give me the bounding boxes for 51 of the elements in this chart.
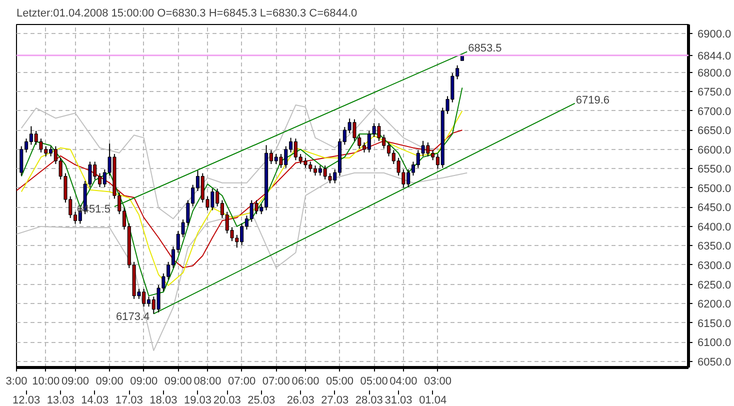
y-tick-label: 6450.0 [698, 202, 732, 214]
x-tick-label: 19.03 [184, 394, 212, 406]
x-tick-label: 09:00 [62, 376, 90, 388]
y-tick-label: 6900.0 [698, 28, 732, 41]
y-tick-label: 6100.0 [698, 337, 732, 350]
y-tick-label: 6250.0 [698, 279, 732, 292]
x-tick-label: 31.03 [384, 394, 412, 406]
x-tick-label: 14.03 [81, 394, 109, 406]
line-series [20, 110, 463, 286]
y-tick-label: 6050.0 [698, 356, 732, 368]
x-tick-label: 18.03 [150, 394, 178, 406]
x-tick-label: 04:00 [390, 376, 418, 388]
x-tick-label: 26.03 [286, 394, 314, 406]
y-tick-label: 6400.0 [698, 221, 732, 234]
x-tick-label: 07:00 [262, 376, 290, 388]
x-tick-label: 12.03 [12, 394, 40, 406]
data-label: 6853.5 [468, 42, 502, 55]
chart-title: Letzter:01.04.2008 15:00:00 O=6830.3 H=6845.3 L=6830.3 C=6844.0 [16, 8, 358, 20]
data-label: 6173.4 [116, 310, 150, 323]
x-tick-label: 09:00 [96, 376, 124, 388]
x-tick-label: 06:00 [292, 376, 320, 388]
x-tick-label: 09:00 [130, 376, 158, 388]
x-tick-label: 07:00 [228, 376, 256, 388]
line-series [16, 130, 463, 268]
x-tick-label: 3:00 [6, 376, 28, 388]
y-tick-label: 6300.0 [698, 260, 732, 272]
y-tick-label: 6600.0 [698, 144, 732, 156]
x-tick-label: 05:00 [326, 376, 354, 388]
y-tick-label: 6150.0 [698, 318, 732, 330]
y-tick-label: 6350.0 [698, 240, 732, 253]
y-tick-label: 6800.0 [698, 67, 732, 80]
x-tick-label: 09:00 [164, 376, 192, 388]
y-tick-label: 6200.0 [698, 298, 732, 311]
x-tick-label: 10:00 [32, 376, 60, 388]
y-tick-label: 6650.0 [698, 125, 732, 138]
x-tick-label: 25.03 [248, 394, 276, 406]
x-tick-label: 01.04 [419, 394, 447, 406]
ref-line-label: 6844.0 [698, 50, 732, 62]
x-tick-label: 13.03 [46, 394, 74, 406]
x-tick-label: 05:00 [360, 376, 388, 388]
x-tick-label: 08:00 [194, 376, 222, 388]
y-tick-label: 6750.0 [698, 86, 732, 99]
x-tick-label: 20.03 [213, 394, 241, 406]
x-tick-label: 27.03 [321, 394, 349, 406]
x-tick-label: 28.03 [355, 394, 383, 406]
x-tick-label: 17.03 [115, 394, 143, 406]
y-tick-label: 6500.0 [698, 182, 732, 195]
x-tick-label: 03:00 [424, 376, 452, 388]
data-label: 6719.6 [576, 94, 610, 106]
y-tick-label: 6550.0 [698, 164, 732, 176]
y-tick-label: 6700.0 [698, 106, 732, 118]
